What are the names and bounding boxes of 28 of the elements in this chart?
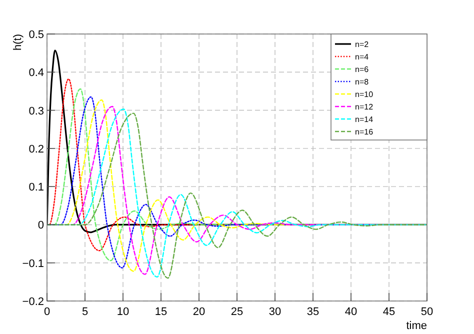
y-tick-label: 0.2 [28, 143, 44, 156]
y-tick-label: 0.5 [28, 29, 44, 41]
legend-label: n=14 [355, 115, 374, 124]
legend-label: n=10 [355, 90, 374, 99]
x-tick-label: 5 [82, 306, 88, 318]
legend-label: n=4 [355, 52, 370, 62]
y-tick-label: 0 [38, 220, 44, 232]
legend-label: n=12 [355, 102, 374, 112]
x-tick-label: 45 [382, 306, 396, 318]
x-tick-label: 20 [192, 306, 206, 318]
x-tick-label: 50 [420, 306, 434, 318]
x-tick-label: 35 [306, 306, 320, 318]
y-tick-label: 0.3 [28, 105, 44, 118]
x-axis-title: time [406, 320, 427, 332]
legend-label: n=2 [355, 40, 370, 49]
x-tick-label: 10 [116, 306, 130, 318]
y-tick-label: −0.2 [22, 296, 44, 308]
x-tick-label: 30 [268, 306, 282, 318]
y-tick-label: −0.1 [22, 258, 44, 270]
y-axis-title: h(t) [12, 34, 24, 50]
legend-label: n=6 [355, 65, 370, 74]
legend-label: n=16 [355, 128, 374, 136]
y-tick-label: 0.1 [28, 182, 44, 194]
x-tick-label: 40 [344, 306, 358, 318]
x-tick-label: 15 [154, 306, 168, 318]
x-tick-label: 25 [230, 306, 244, 318]
legend-label: n=8 [355, 78, 370, 86]
y-tick-label: 0.4 [28, 67, 44, 80]
